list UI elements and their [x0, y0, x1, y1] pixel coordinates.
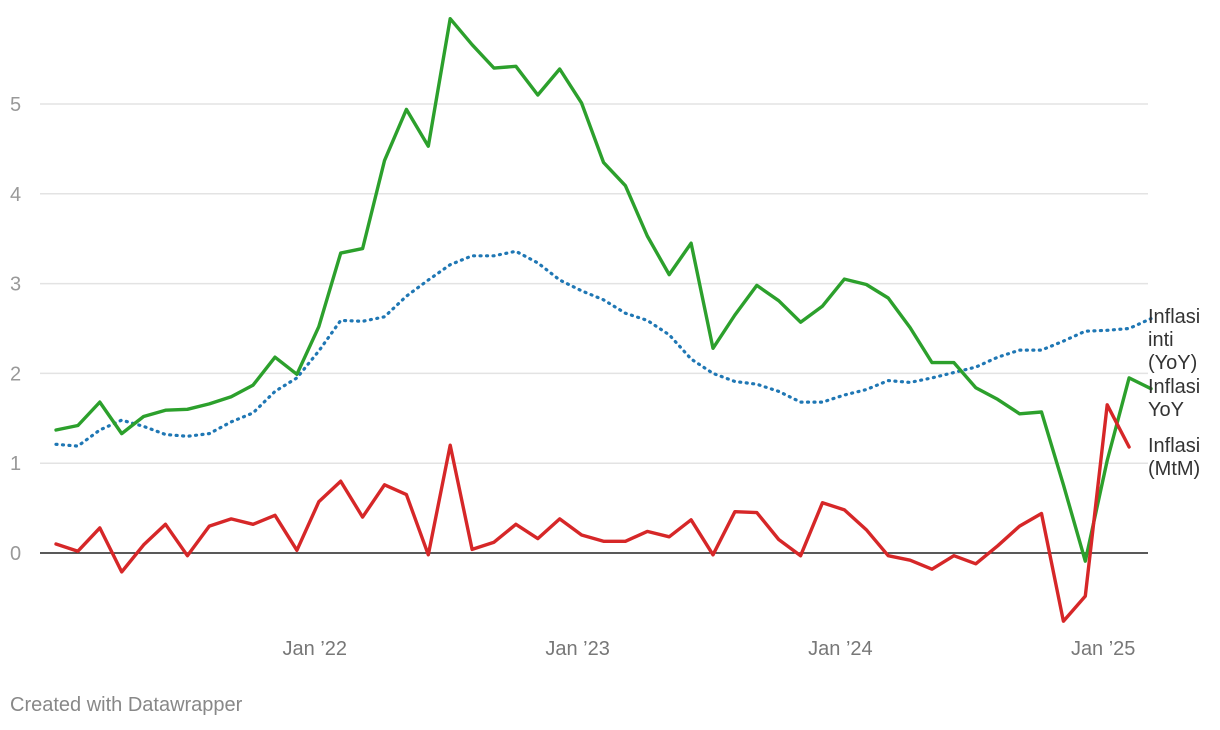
series-label-inflasi-mtm: Inflasi (MtM)	[1148, 435, 1200, 480]
x-axis-tick-labels: Jan ’22 Jan ’23 Jan ’24 Jan ’25	[283, 638, 1136, 660]
grid-lines	[40, 103, 1148, 464]
series-label-inflasi-inti-yoy: Inflasi inti (YoY)	[1148, 306, 1200, 374]
series-line-inflasi-inti-yoy	[54, 249, 1153, 448]
x-tick-label: Jan ’22	[283, 638, 348, 660]
y-tick-label: 5	[10, 94, 21, 116]
series-line-inflasi-yoy	[54, 17, 1153, 563]
series-labels: Inflasi inti (YoY)Inflasi YoY Inflasi (MtM)	[1148, 306, 1200, 480]
y-tick-label: 0	[10, 543, 21, 565]
series-label-inflasi-yoy: Inflasi YoY	[1148, 376, 1200, 421]
x-tick-label: Jan ’25	[1071, 638, 1136, 660]
y-tick-label: 3	[10, 274, 21, 296]
y-tick-label: 1	[10, 453, 21, 475]
datawrapper-credit: Created with Datawrapper	[10, 694, 243, 716]
x-tick-label: Jan ’24	[808, 638, 873, 660]
series-line-inflasi-mtm	[54, 403, 1131, 623]
x-tick-label: Jan ’23	[545, 638, 610, 660]
y-axis-tick-labels: 0 1 2 3 4 5	[10, 94, 21, 565]
y-tick-label: 4	[10, 184, 21, 206]
y-tick-label: 2	[10, 363, 21, 385]
series-lines	[54, 17, 1153, 623]
